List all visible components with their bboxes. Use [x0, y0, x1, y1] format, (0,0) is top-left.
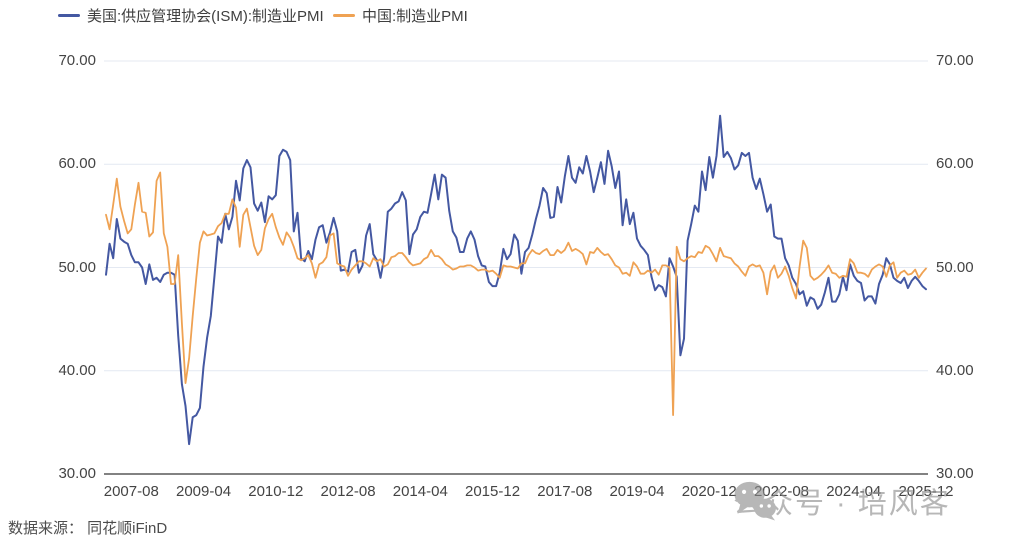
legend-item-us: 美国:供应管理协会(ISM):制造业PMI — [58, 5, 324, 26]
x-axis-tick: 2012-08 — [320, 483, 376, 500]
y-axis-tick-left: 30.00 — [58, 465, 96, 482]
x-axis-tick: 2015-12 — [464, 483, 521, 500]
y-axis-tick-right: 30.00 — [936, 465, 974, 482]
china-pmi-line — [105, 171, 927, 417]
y-axis-tick-right: 60.00 — [936, 155, 974, 173]
legend-item-china: 中国:制造业PMI — [333, 5, 468, 26]
y-axis-tick-right: 40.00 — [936, 361, 974, 379]
y-axis-tick-right: 50.00 — [936, 258, 974, 276]
legend-label-china: 中国:制造业PMI — [362, 8, 468, 25]
legend-label-us: 美国:供应管理协会(ISM):制造业PMI — [87, 8, 324, 25]
x-axis-tick: 2020-12 — [681, 483, 737, 500]
x-axis-tick: 2010-12 — [248, 483, 304, 500]
wechat-icon — [734, 481, 776, 521]
y-axis-tick-left: 70.00 — [58, 52, 96, 69]
china-line-swatch — [333, 13, 355, 18]
x-axis-tick: 2017-08 — [537, 483, 593, 500]
y-axis-tick-right: 70.00 — [936, 52, 974, 69]
us-ism-pmi-line — [105, 114, 927, 446]
us-line-swatch — [58, 13, 80, 18]
data-source-note: 数据来源： 同花顺iFinD — [8, 520, 168, 537]
watermark: 公众号 · 培风客 — [733, 480, 951, 522]
x-axis-tick: 2024-04 — [826, 483, 882, 500]
y-axis-tick-left: 60.00 — [58, 155, 96, 173]
x-axis-tick: 2014-04 — [392, 483, 448, 500]
x-axis-tick: 2007-08 — [103, 483, 159, 500]
y-axis-tick-left: 40.00 — [58, 361, 96, 379]
x-axis-tick: 2025-12 — [898, 483, 954, 500]
y-axis-tick-left: 50.00 — [58, 258, 96, 276]
x-axis-tick: 2019-04 — [609, 483, 665, 500]
x-axis-tick: 2022-08 — [753, 483, 810, 500]
x-axis-tick: 2009-04 — [176, 483, 232, 500]
